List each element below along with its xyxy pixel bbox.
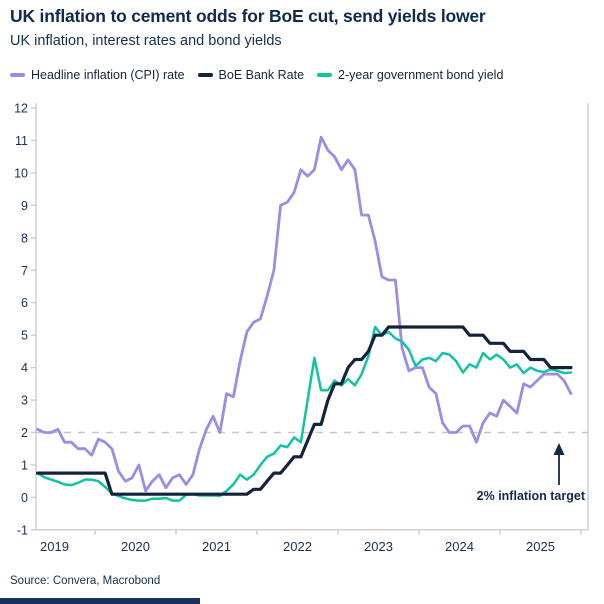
inflation-target-annotation: 2% inflation target bbox=[476, 489, 585, 503]
svg-text:5: 5 bbox=[21, 329, 28, 343]
legend: Headline inflation (CPI) rate BoE Bank R… bbox=[10, 68, 503, 82]
legend-item-bank-rate: BoE Bank Rate bbox=[197, 68, 305, 82]
svg-text:2023: 2023 bbox=[364, 539, 393, 554]
legend-item-2yr-yield: 2-year government bond yield bbox=[317, 68, 503, 82]
svg-text:8: 8 bbox=[21, 231, 28, 245]
svg-text:4: 4 bbox=[21, 361, 28, 375]
brand-bar bbox=[0, 598, 200, 604]
legend-item-cpi: Headline inflation (CPI) rate bbox=[10, 68, 185, 82]
svg-text:2021: 2021 bbox=[202, 539, 231, 554]
chart-subtitle: UK inflation, interest rates and bond yi… bbox=[10, 33, 282, 49]
svg-text:2: 2 bbox=[21, 426, 28, 440]
svg-text:9: 9 bbox=[21, 199, 28, 213]
svg-text:2024: 2024 bbox=[445, 539, 474, 554]
svg-text:6: 6 bbox=[21, 296, 28, 310]
cpi-line-swatch-icon bbox=[10, 73, 25, 77]
svg-text:-1: -1 bbox=[17, 523, 28, 537]
svg-text:10: 10 bbox=[14, 166, 28, 180]
bond-yield-line-swatch-icon bbox=[317, 73, 333, 77]
svg-text:2022: 2022 bbox=[283, 539, 312, 554]
svg-text:3: 3 bbox=[21, 394, 28, 408]
svg-text:12: 12 bbox=[14, 102, 28, 116]
svg-text:2020: 2020 bbox=[121, 539, 150, 554]
svg-text:2025: 2025 bbox=[526, 539, 555, 554]
svg-text:0: 0 bbox=[21, 491, 28, 505]
svg-text:2019: 2019 bbox=[40, 539, 69, 554]
source-caption: Source: Convera, Macrobond bbox=[10, 575, 161, 587]
legend-label-2yr-yield: 2-year government bond yield bbox=[338, 68, 504, 82]
svg-text:1: 1 bbox=[21, 458, 28, 472]
svg-text:11: 11 bbox=[15, 134, 28, 148]
page-title: UK inflation to cement odds for BoE cut,… bbox=[10, 6, 486, 26]
legend-label-bank-rate: BoE Bank Rate bbox=[218, 68, 305, 82]
legend-label-cpi: Headline inflation (CPI) rate bbox=[31, 68, 185, 82]
bank-rate-line-swatch-icon bbox=[197, 73, 213, 77]
svg-text:7: 7 bbox=[21, 264, 28, 278]
up-arrow-icon bbox=[553, 443, 565, 485]
